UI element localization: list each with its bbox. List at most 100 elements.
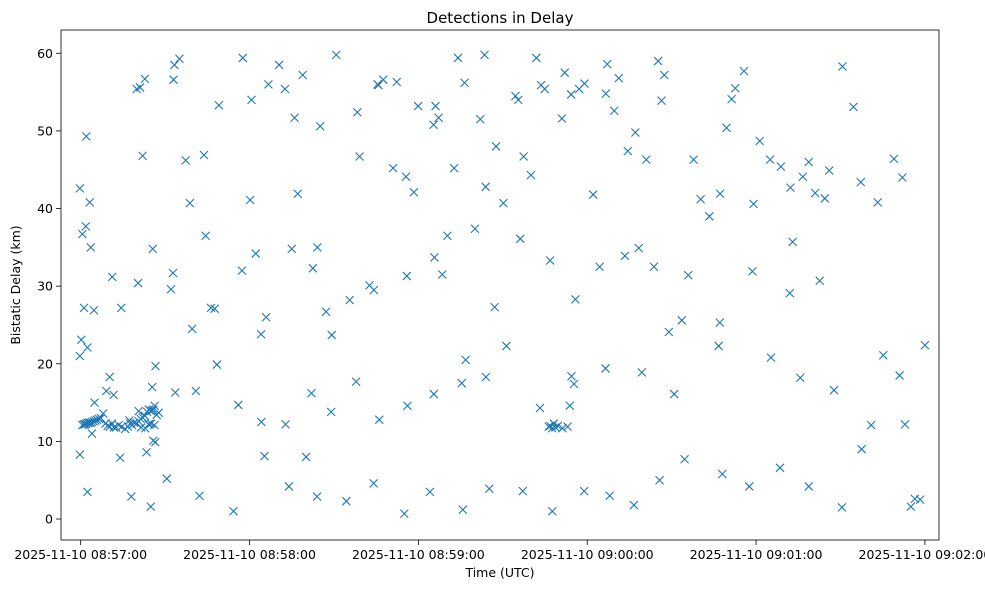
data-point	[786, 183, 795, 192]
data-point	[749, 199, 758, 209]
data-point	[795, 373, 805, 383]
data-point	[788, 237, 798, 247]
data-point	[87, 429, 97, 439]
data-point	[169, 75, 178, 85]
data-point	[515, 234, 525, 244]
data-point	[449, 163, 459, 173]
data-point	[331, 50, 341, 60]
data-point	[401, 172, 411, 182]
data-point	[150, 401, 160, 411]
plot-area	[61, 30, 939, 540]
data-point	[637, 367, 647, 377]
data-point	[460, 78, 469, 88]
x-tick-label: 2025-11-10 08:58:00	[183, 547, 316, 562]
data-point	[557, 114, 567, 123]
data-point	[214, 100, 224, 110]
data-point	[170, 60, 179, 70]
data-point	[101, 386, 111, 396]
data-point	[605, 491, 615, 501]
data-point	[134, 406, 144, 416]
data-point	[680, 454, 689, 464]
data-point	[81, 131, 91, 141]
data-point	[580, 79, 589, 88]
y-tick-label: 20	[37, 356, 53, 371]
data-point	[655, 475, 664, 485]
data-point	[298, 70, 308, 80]
data-point	[170, 388, 180, 397]
data-point	[714, 341, 724, 351]
data-point	[900, 419, 910, 429]
data-point	[602, 59, 612, 69]
data-point	[195, 491, 204, 501]
data-point	[109, 423, 119, 432]
data-point	[429, 389, 439, 399]
data-point	[798, 172, 808, 182]
data-point	[895, 371, 904, 380]
data-point	[765, 155, 775, 165]
data-point	[247, 95, 256, 105]
x-axis-title: Time (UTC)	[464, 565, 534, 580]
data-point	[430, 253, 439, 262]
data-point	[484, 484, 494, 494]
data-point	[181, 156, 191, 165]
chart-title: Detections in Delay	[427, 9, 574, 27]
data-point	[413, 101, 423, 111]
data-point	[431, 101, 440, 111]
data-point	[910, 494, 920, 504]
data-point	[256, 417, 266, 427]
data-point	[491, 142, 501, 151]
data-point	[185, 198, 195, 208]
data-point	[126, 492, 136, 501]
data-point	[856, 177, 866, 187]
data-point	[547, 506, 557, 516]
data-point	[623, 146, 633, 156]
data-point	[715, 318, 725, 328]
data-point	[536, 80, 546, 90]
x-tick-label: 2025-11-10 09:02:00	[859, 547, 985, 562]
data-point	[327, 330, 337, 340]
data-point	[434, 113, 444, 123]
data-point	[437, 270, 447, 279]
data-point	[148, 244, 158, 254]
data-point	[138, 151, 147, 161]
data-point	[898, 173, 907, 182]
data-point	[175, 54, 184, 64]
data-point	[560, 68, 570, 78]
data-point	[75, 351, 85, 361]
data-point	[453, 53, 463, 63]
data-point	[140, 411, 150, 421]
data-point	[526, 170, 536, 180]
data-point	[151, 361, 160, 371]
data-point	[849, 102, 858, 112]
data-point	[442, 231, 452, 241]
data-point	[229, 506, 238, 516]
data-point	[653, 56, 663, 66]
data-point	[124, 416, 134, 425]
data-point	[727, 94, 736, 104]
data-point	[191, 386, 201, 396]
data-point	[502, 341, 511, 351]
y-tick-label: 40	[37, 201, 53, 216]
data-point	[498, 198, 508, 208]
data-point	[75, 183, 85, 193]
data-point	[634, 243, 644, 253]
data-point	[199, 150, 209, 160]
data-point	[90, 398, 99, 407]
data-point	[89, 305, 99, 315]
data-point	[569, 379, 579, 389]
data-point	[776, 162, 786, 172]
y-axis: 0 10 20 30 40 50 60	[37, 46, 61, 527]
data-point	[906, 502, 916, 512]
data-point	[399, 509, 409, 518]
data-point	[150, 437, 160, 447]
data-point	[461, 355, 471, 365]
data-point	[458, 505, 468, 515]
x-tick-label: 2025-11-10 08:59:00	[352, 547, 485, 562]
data-point	[481, 182, 491, 192]
data-point	[237, 266, 247, 276]
x-tick-label: 2025-11-10 08:57:00	[14, 547, 147, 562]
data-point	[261, 312, 271, 322]
data-point	[601, 89, 611, 99]
data-point	[715, 189, 725, 199]
data-point	[565, 401, 575, 411]
